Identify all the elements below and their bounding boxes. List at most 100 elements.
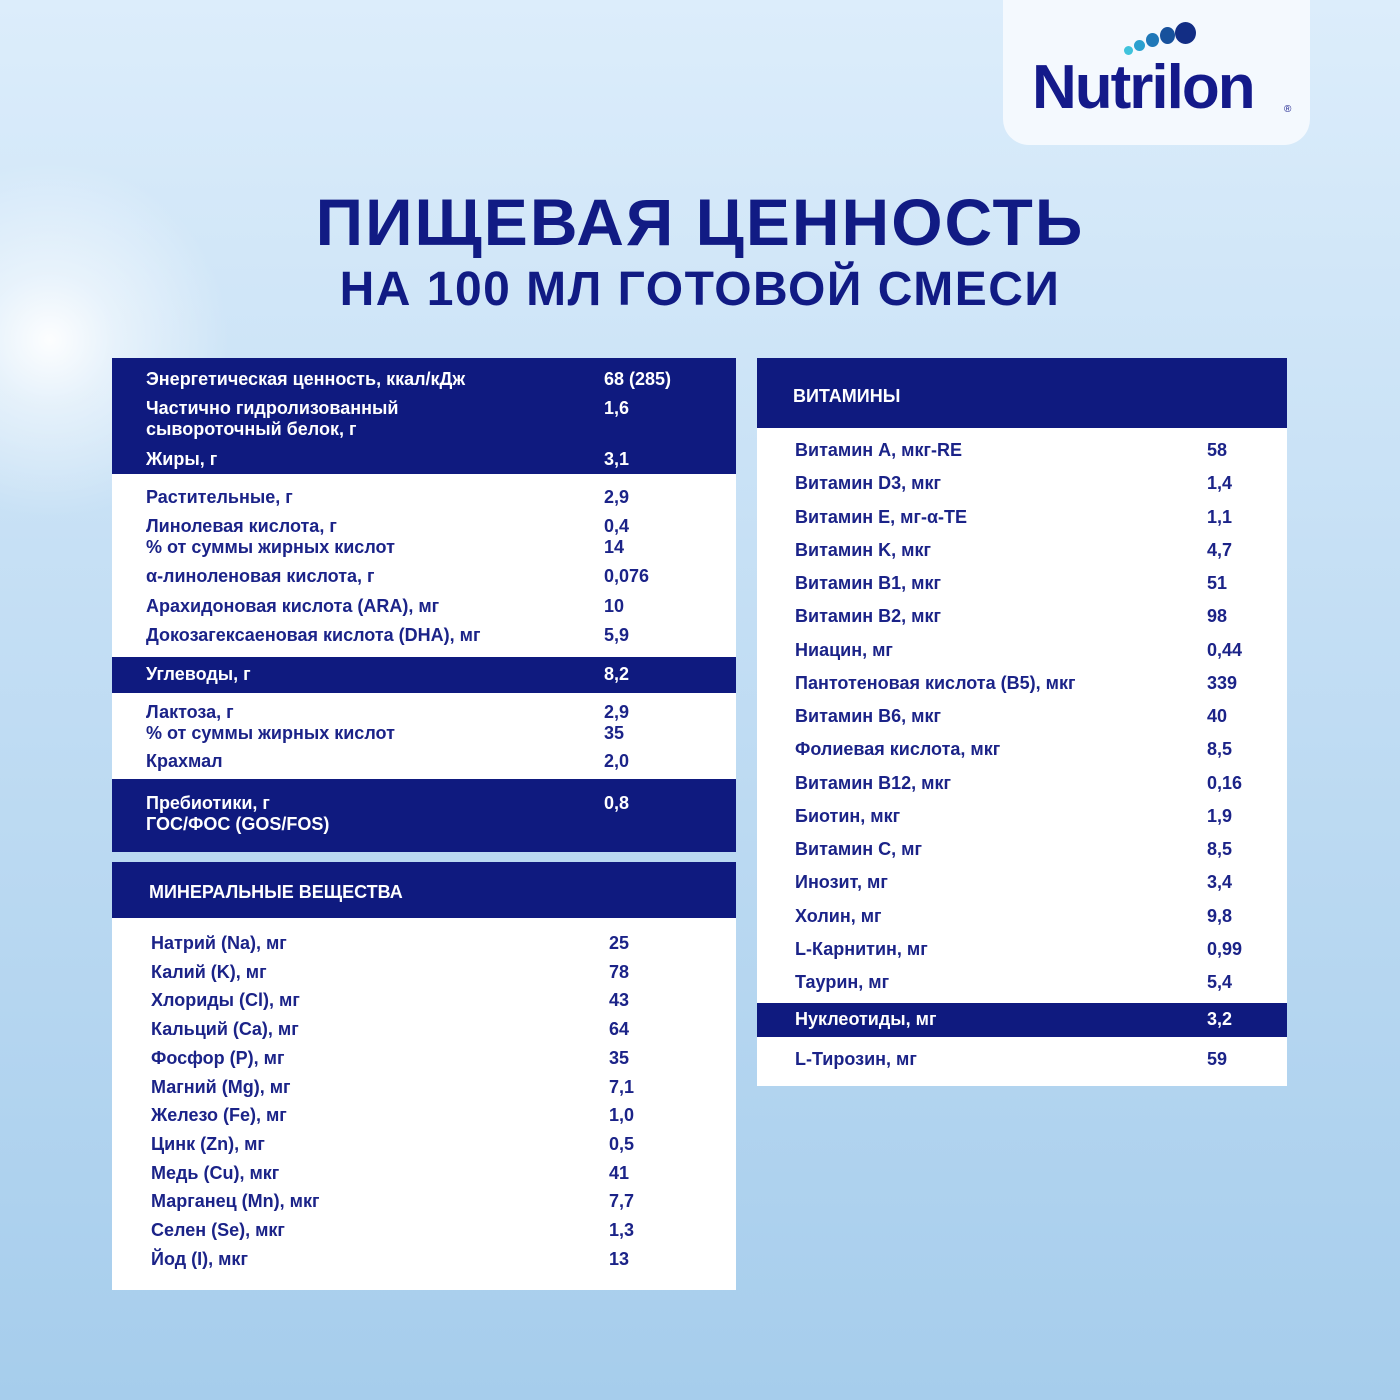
- vitamin-value: 339: [1207, 672, 1238, 693]
- navy-band: [757, 1003, 1287, 1037]
- mineral-value: 43: [609, 990, 630, 1011]
- vitamin-label: L-Тирозин, мг: [795, 1049, 917, 1069]
- mineral-label: Цинк (Zn), мг: [151, 1133, 265, 1154]
- vitamin-value: 1,1: [1207, 506, 1233, 527]
- vitamin-label: Витамин A, мкг-RE: [795, 440, 962, 460]
- nutrient-label: Крахмал: [146, 751, 223, 771]
- mineral-value: 35: [609, 1047, 630, 1068]
- vitamin-value: 4,7: [1207, 539, 1233, 560]
- vitamin-value: 1,9: [1207, 805, 1233, 826]
- vitamin-label: L-Карнитин, мг: [795, 938, 928, 959]
- vitamin-label: Пантотеновая кислота (B5), мкг: [795, 672, 1076, 693]
- vitamin-value: 8,5: [1207, 739, 1233, 760]
- registered-mark: ®: [1284, 104, 1292, 115]
- mineral-label: Железо (Fe), мг: [151, 1105, 287, 1126]
- nutrient-value: 0,076: [604, 566, 650, 586]
- mineral-value: 1,3: [609, 1220, 635, 1240]
- vitamin-value: 98: [1207, 606, 1228, 627]
- logo-dot-icon: [1160, 27, 1175, 44]
- vitamin-label: Витамин B6, мкг: [795, 706, 941, 726]
- mineral-label: Йод (I), мкг: [151, 1248, 248, 1269]
- mineral-label: Фосфор (P), мг: [151, 1047, 285, 1068]
- vitamin-value: 8,5: [1207, 839, 1233, 859]
- vitamin-label: Витамин D3, мкг: [795, 473, 941, 494]
- vitamin-label: Витамин E, мг-α-TE: [795, 506, 968, 527]
- vitamin-label: Витамин C, мг: [795, 839, 922, 859]
- nutrient-label: Растительные, г: [146, 487, 293, 507]
- nutrient-value: 5,9: [604, 625, 630, 645]
- mineral-label: Марганец (Mn), мкг: [151, 1191, 320, 1212]
- mineral-label: Селен (Se), мкг: [151, 1220, 285, 1240]
- mineral-value: 25: [609, 933, 630, 953]
- vitamin-value: 40: [1207, 706, 1228, 726]
- vitamin-label: Нуклеотиды, мг: [795, 1009, 937, 1029]
- nutrient-label: Линолевая кислота, г % от суммы жирных к…: [146, 516, 395, 557]
- nutrient-label: Частично гидролизованный сывороточный бе…: [146, 398, 399, 439]
- navy-band: [112, 657, 736, 693]
- vitamin-label: Инозит, мг: [795, 872, 888, 893]
- nutrilon-logo: Nutrilon: [1032, 53, 1256, 122]
- nutrient-value: 0,8: [604, 793, 630, 813]
- mineral-value: 64: [609, 1019, 630, 1040]
- mineral-label: Кальций (Ca), мг: [151, 1019, 299, 1040]
- vitamin-value: 3,4: [1207, 872, 1233, 893]
- nutrient-value: 8,2: [604, 664, 630, 684]
- vitamin-value: 59: [1207, 1049, 1228, 1069]
- vitamin-label: Витамин B2, мкг: [795, 606, 941, 627]
- vitamin-label: Ниацин, мг: [795, 639, 893, 660]
- mineral-label: Хлориды (Cl), мг: [151, 990, 300, 1011]
- nutrient-label: α-линоленовая кислота, г: [146, 566, 375, 586]
- nutrient-value: 3,1: [604, 449, 630, 469]
- nutrient-label: Пребиотики, г ГОС/ФОС (GOS/FOS): [146, 793, 330, 834]
- vitamin-value: 3,2: [1207, 1009, 1233, 1029]
- navy-band: [112, 358, 736, 474]
- vitamin-label: Биотин, мкг: [795, 805, 901, 826]
- vitamin-label: Витамин K, мкг: [795, 539, 931, 560]
- logo-dot-icon: [1175, 22, 1196, 44]
- vitamin-value: 0,16: [1207, 772, 1243, 793]
- navy-band: [112, 779, 736, 852]
- vitamin-label: Таурин, мг: [795, 972, 890, 992]
- vitamin-value: 51: [1207, 573, 1228, 593]
- nutrient-value: 0,4 14: [604, 516, 630, 557]
- mineral-label: Медь (Cu), мкг: [151, 1162, 280, 1183]
- vitamin-value: 0,99: [1207, 938, 1243, 959]
- vitamin-label: Холин, мг: [795, 905, 882, 926]
- minerals-header: МИНЕРАЛЬНЫЕ ВЕЩЕСТВА: [149, 882, 403, 902]
- mineral-value: 13: [609, 1248, 630, 1269]
- page-title: ПИЩЕВАЯ ЦЕННОСТЬ: [315, 185, 1085, 259]
- nutrient-label: Углеводы, г: [146, 664, 251, 684]
- nutrient-label: Докозагексаеновая кислота (DHA), мг: [146, 625, 481, 645]
- nutrient-label: Энергетическая ценность, ккал/кДж: [146, 369, 466, 389]
- vitamin-value: 5,4: [1207, 972, 1233, 992]
- mineral-value: 1,0: [609, 1105, 635, 1126]
- mineral-value: 0,5: [609, 1133, 635, 1154]
- nutrient-value: 2,9 35: [604, 702, 630, 743]
- nutrient-value: 2,9: [604, 487, 630, 507]
- mineral-label: Натрий (Na), мг: [151, 933, 287, 953]
- mineral-value: 7,1: [609, 1076, 635, 1097]
- nutrient-label: Лактоза, г % от суммы жирных кислот: [146, 702, 395, 743]
- logo-dot-icon: [1124, 46, 1133, 55]
- nutrient-value: 2,0: [604, 751, 630, 771]
- nutrient-label: Жиры, г: [146, 449, 218, 469]
- nutrient-value: 1,6: [604, 398, 630, 418]
- minerals-header-band: [112, 862, 736, 918]
- logo-card: [1003, 0, 1310, 145]
- vitamin-label: Фолиевая кислота, мкг: [795, 739, 1001, 760]
- vitamins-header: ВИТАМИНЫ: [793, 386, 901, 406]
- mineral-value: 41: [609, 1162, 630, 1183]
- vitamin-value: 1,4: [1207, 473, 1233, 494]
- minerals-table: [112, 862, 736, 1290]
- vitamin-value: 58: [1207, 440, 1228, 460]
- vitamin-value: 0,44: [1207, 639, 1243, 660]
- vitamins-table: [757, 358, 1287, 1086]
- nutrient-value: 68 (285): [604, 369, 672, 389]
- mineral-label: Магний (Mg), мг: [151, 1076, 291, 1097]
- vitamin-label: Витамин B1, мкг: [795, 573, 941, 593]
- logo-dot-icon: [1134, 40, 1145, 51]
- vitamins-header-band: [757, 358, 1287, 428]
- logo-dot-icon: [1146, 33, 1159, 47]
- mineral-value: 7,7: [609, 1191, 635, 1212]
- nutrient-value: 10: [604, 596, 625, 616]
